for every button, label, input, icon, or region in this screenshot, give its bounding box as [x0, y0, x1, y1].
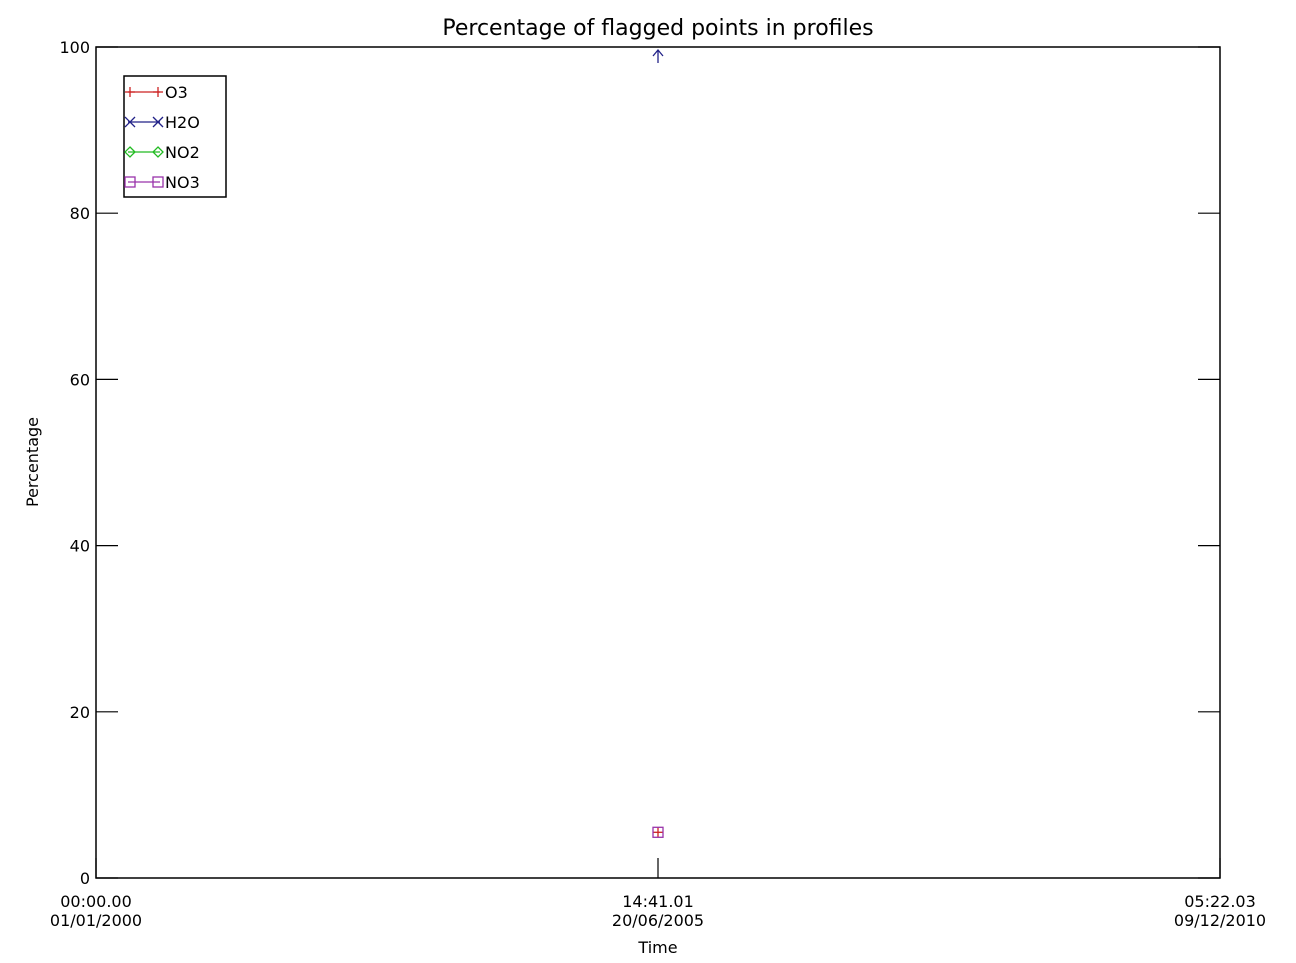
- legend-label-o3: O3: [165, 83, 188, 102]
- y-axis-label: Percentage: [23, 417, 42, 507]
- legend-label-no3: NO3: [165, 173, 200, 192]
- y-tick-label: 20: [70, 703, 90, 722]
- legend-marker-h2o: [152, 116, 164, 128]
- x-axis-label: Time: [637, 938, 677, 957]
- y-tick-label: 80: [70, 204, 90, 223]
- data-markers: [652, 48, 664, 838]
- marker-h2o-offscale: [652, 48, 664, 63]
- legend-marker-no3: [124, 176, 136, 188]
- legend: O3 H2O NO2 NO3: [123, 75, 227, 198]
- x-tick-label-time: 05:22.03: [1184, 892, 1256, 911]
- y-tick-label: 60: [70, 370, 90, 389]
- legend-label-h2o: H2O: [165, 113, 200, 132]
- x-tick-label-date: 01/01/2000: [50, 911, 142, 930]
- marker-no3: [652, 826, 664, 838]
- marker-o3: [653, 827, 663, 838]
- legend-label-no2: NO2: [165, 143, 200, 162]
- legend-marker-no2: [124, 146, 136, 158]
- legend-marker-o3: [125, 87, 135, 97]
- x-tick-label-time: 14:41.01: [622, 892, 694, 911]
- y-tick-label: 100: [59, 38, 90, 57]
- y-tick-label: 40: [70, 537, 90, 556]
- x-tick-label-date: 20/06/2005: [612, 911, 704, 930]
- y-axis-ticks: 0 20 40 60 80 100: [59, 38, 1220, 888]
- legend-marker-o3: [153, 87, 163, 97]
- y-tick-label: 0: [80, 869, 90, 888]
- legend-marker-no2: [152, 146, 164, 158]
- legend-marker-h2o: [124, 116, 136, 128]
- legend-marker-no3: [152, 176, 164, 188]
- x-tick-label-time: 00:00.00: [60, 892, 132, 911]
- legend-box: [123, 75, 227, 198]
- chart-title: Percentage of flagged points in profiles: [442, 16, 873, 41]
- x-tick-label-date: 09/12/2010: [1174, 911, 1266, 930]
- plot-frame: [95, 46, 1221, 879]
